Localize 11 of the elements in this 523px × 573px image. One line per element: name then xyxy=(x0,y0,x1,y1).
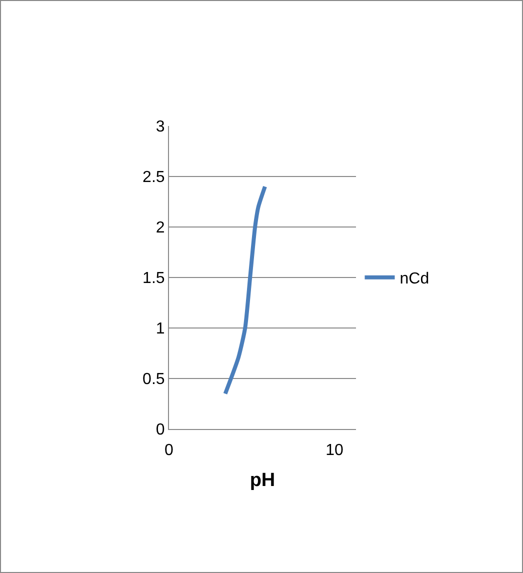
y-tick-label: 1 xyxy=(156,320,165,338)
y-tick-label: 2 xyxy=(156,220,165,237)
y-tick-label: 0 xyxy=(156,422,165,439)
line-series xyxy=(223,184,267,396)
y-tick-label: 1.5 xyxy=(142,270,165,288)
y-tick-label: 2.5 xyxy=(142,169,165,186)
y-tick-label: 0.5 xyxy=(142,371,165,388)
x-axis-title: pH xyxy=(250,470,276,491)
x-tick-label: 10 xyxy=(326,442,344,460)
legend-label: nCd xyxy=(400,270,430,288)
y-tick-label: 3 xyxy=(156,118,165,136)
